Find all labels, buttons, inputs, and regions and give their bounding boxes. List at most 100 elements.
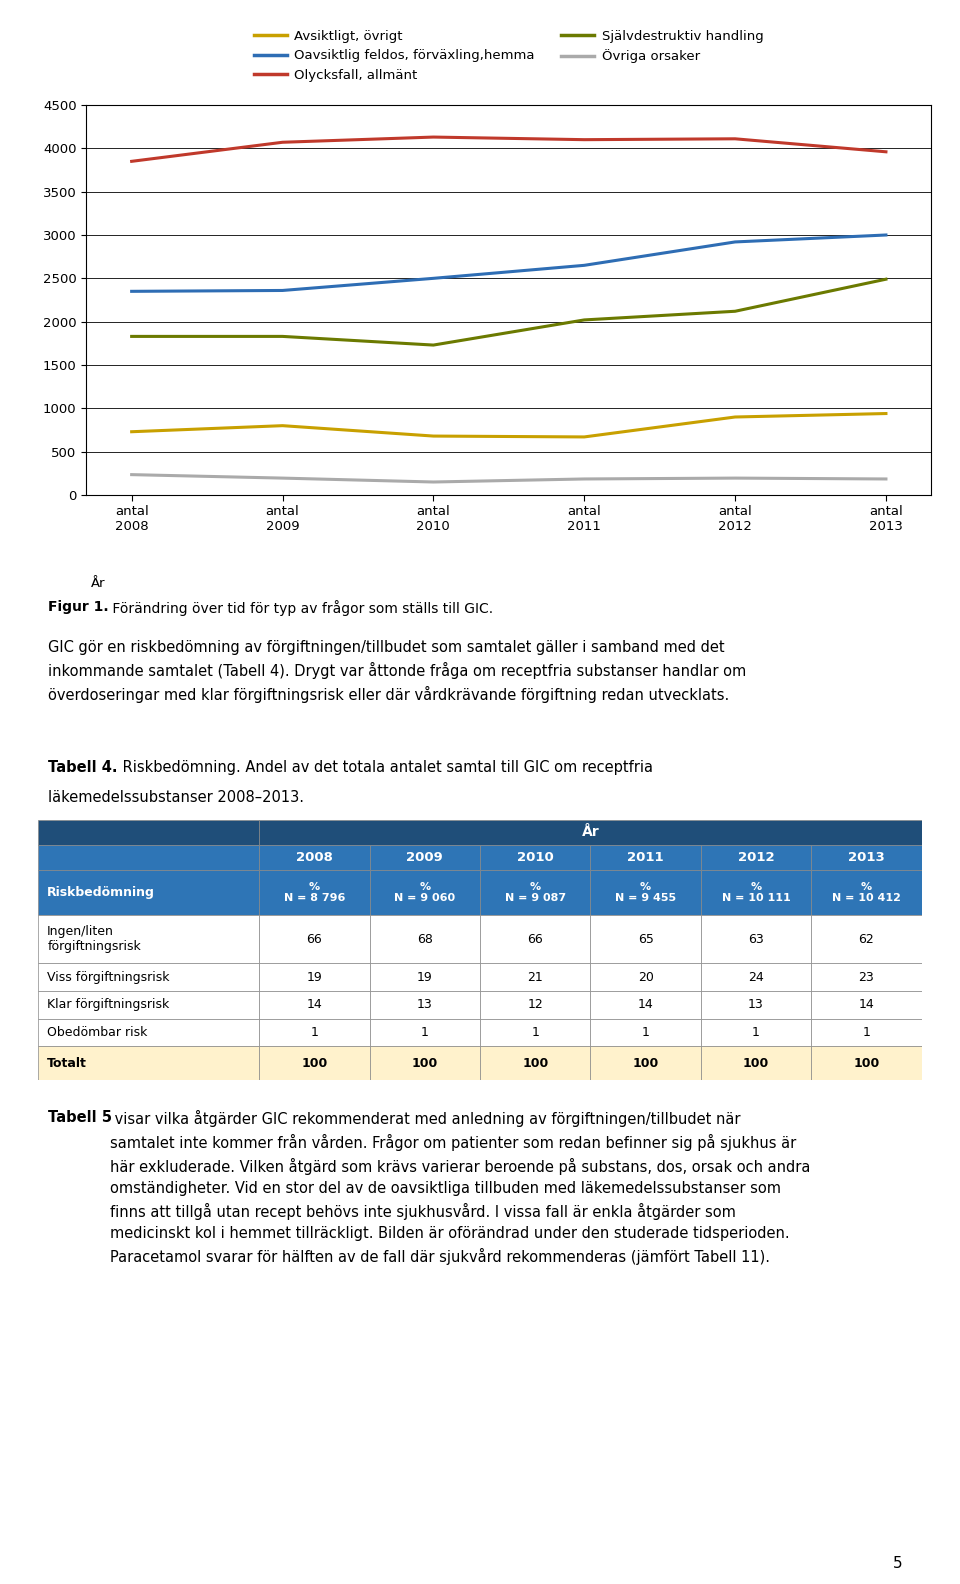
Bar (259, 844, 370, 870)
Text: 1: 1 (420, 1026, 429, 1039)
Bar (811, 916, 922, 963)
Text: Förändring över tid för typ av frågor som ställs till GIC.: Förändring över tid för typ av frågor so… (108, 600, 492, 616)
Text: Obedömbar risk: Obedömbar risk (47, 1026, 148, 1039)
Bar (480, 963, 590, 992)
Bar (590, 1019, 701, 1047)
Bar (259, 963, 370, 992)
Bar (480, 916, 590, 963)
Bar (811, 1047, 922, 1080)
Bar (811, 870, 922, 916)
Bar (38, 821, 259, 844)
Bar (38, 992, 259, 1019)
Text: År: År (582, 825, 599, 840)
Text: 19: 19 (306, 971, 323, 984)
Text: 13: 13 (417, 998, 433, 1011)
Bar (480, 1019, 590, 1047)
Bar (590, 844, 701, 870)
Text: 14: 14 (637, 998, 654, 1011)
Text: Viss förgiftningsrisk: Viss förgiftningsrisk (47, 971, 170, 984)
Text: 62: 62 (858, 933, 875, 946)
Bar (259, 1047, 370, 1080)
Text: 2013: 2013 (848, 851, 885, 863)
Text: 24: 24 (748, 971, 764, 984)
Text: 2009: 2009 (406, 851, 444, 863)
Text: 68: 68 (417, 933, 433, 946)
Bar (701, 992, 811, 1019)
Bar (811, 992, 922, 1019)
Bar (590, 916, 701, 963)
Text: %
N = 9 087: % N = 9 087 (505, 882, 565, 903)
Text: 2010: 2010 (516, 851, 554, 863)
Text: Figur 1.: Figur 1. (48, 600, 108, 615)
Bar (701, 916, 811, 963)
Bar (811, 1019, 922, 1047)
Bar (370, 844, 480, 870)
Text: %
N = 10 111: % N = 10 111 (722, 882, 790, 903)
Bar (480, 870, 590, 916)
Bar (480, 992, 590, 1019)
Bar (370, 916, 480, 963)
Bar (38, 844, 259, 870)
Bar (370, 870, 480, 916)
Text: %
N = 9 060: % N = 9 060 (395, 882, 455, 903)
Bar (701, 1047, 811, 1080)
Text: Tabell 4.: Tabell 4. (48, 760, 117, 775)
Text: %
N = 10 412: % N = 10 412 (832, 882, 900, 903)
Bar (370, 1047, 480, 1080)
Text: 5: 5 (893, 1557, 902, 1571)
Bar (590, 992, 701, 1019)
Text: 14: 14 (858, 998, 875, 1011)
Bar (259, 992, 370, 1019)
Bar (259, 821, 922, 844)
Text: Riskbedömning. Andel av det totala antalet samtal till GIC om receptfria: Riskbedömning. Andel av det totala antal… (118, 760, 653, 775)
Bar (38, 916, 259, 963)
Text: År: År (91, 577, 106, 591)
Text: 13: 13 (748, 998, 764, 1011)
Text: Riskbedömning: Riskbedömning (47, 885, 156, 898)
Text: 20: 20 (637, 971, 654, 984)
Bar (811, 963, 922, 992)
Text: 63: 63 (748, 933, 764, 946)
Bar (701, 1019, 811, 1047)
Text: 66: 66 (306, 933, 323, 946)
Text: Tabell 5: Tabell 5 (48, 1110, 112, 1125)
Legend: Avsiktligt, övrigt, Oavsiktlig feldos, förväxling,hemma, Olycksfall, allmänt, Sj: Avsiktligt, övrigt, Oavsiktlig feldos, f… (253, 30, 764, 82)
Text: 19: 19 (417, 971, 433, 984)
Text: 65: 65 (637, 933, 654, 946)
Bar (480, 1047, 590, 1080)
Text: visar vilka åtgärder GIC rekommenderat med anledning av förgiftningen/tillbudet : visar vilka åtgärder GIC rekommenderat m… (110, 1110, 811, 1266)
Text: 100: 100 (633, 1057, 659, 1069)
Text: 100: 100 (301, 1057, 327, 1069)
Text: 100: 100 (412, 1057, 438, 1069)
Text: GIC gör en riskbedömning av förgiftningen/tillbudet som samtalet gäller i samban: GIC gör en riskbedömning av förgiftninge… (48, 640, 746, 703)
Text: 1: 1 (752, 1026, 760, 1039)
Bar (701, 870, 811, 916)
Text: Klar förgiftningsrisk: Klar förgiftningsrisk (47, 998, 170, 1011)
Text: 100: 100 (743, 1057, 769, 1069)
Bar (811, 844, 922, 870)
Text: %
N = 8 796: % N = 8 796 (284, 882, 345, 903)
Bar (590, 963, 701, 992)
Text: 12: 12 (527, 998, 543, 1011)
Bar (259, 870, 370, 916)
Text: läkemedelssubstanser 2008–2013.: läkemedelssubstanser 2008–2013. (48, 790, 304, 805)
Bar (38, 1019, 259, 1047)
Bar (480, 844, 590, 870)
Text: Totalt: Totalt (47, 1057, 87, 1069)
Bar (370, 992, 480, 1019)
Text: 2012: 2012 (737, 851, 775, 863)
Text: 1: 1 (531, 1026, 540, 1039)
Text: 66: 66 (527, 933, 543, 946)
Text: 2011: 2011 (627, 851, 664, 863)
Bar (259, 916, 370, 963)
Bar (590, 870, 701, 916)
Text: 1: 1 (862, 1026, 871, 1039)
Text: 21: 21 (527, 971, 543, 984)
Text: 100: 100 (522, 1057, 548, 1069)
Text: 14: 14 (306, 998, 323, 1011)
Bar (590, 1047, 701, 1080)
Bar (38, 963, 259, 992)
Text: 2008: 2008 (296, 851, 333, 863)
Text: 100: 100 (853, 1057, 879, 1069)
Bar (38, 1047, 259, 1080)
